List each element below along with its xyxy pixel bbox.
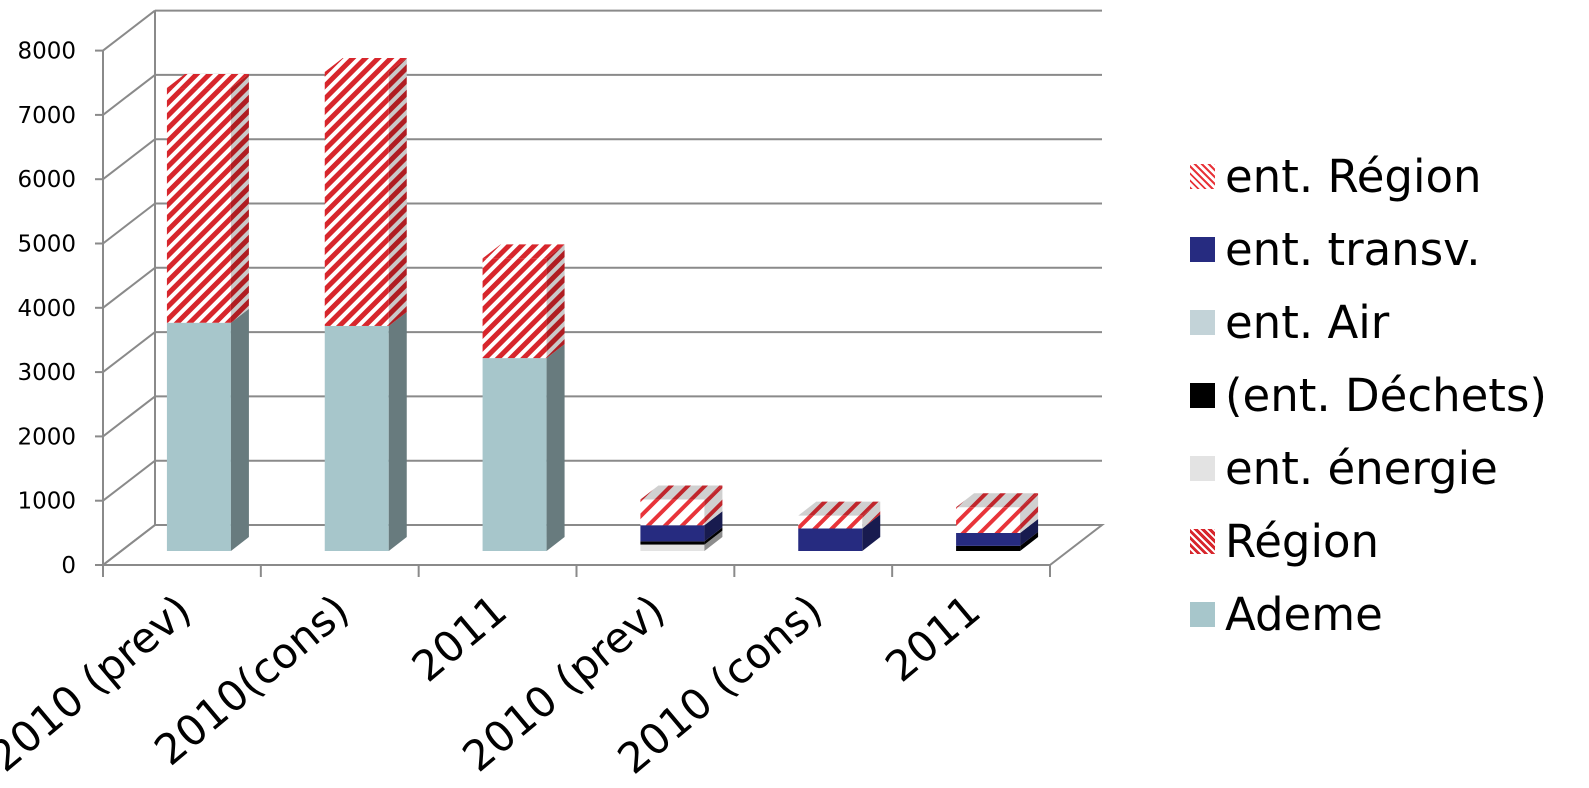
legend-item: Ademe [1190, 578, 1547, 651]
legend-label: ent. transv. [1225, 223, 1481, 276]
side-gridline [102, 202, 156, 245]
bar-segment-side [862, 501, 881, 529]
bar-segment-side [704, 485, 723, 526]
y-tick-label: 2000 [17, 424, 76, 450]
legend-swatch [1190, 529, 1215, 554]
bar-segment-front [956, 507, 1021, 533]
bar-segment-side [546, 344, 565, 551]
bar-segment-front [482, 258, 547, 359]
bar-segment-front [640, 525, 705, 542]
legend-swatch [1190, 602, 1215, 627]
bar-segment-side [388, 311, 407, 551]
chart-legend: ent. Région ent. transv. ent. Air (ent. Déc… [1190, 140, 1547, 651]
bar-segment-front [956, 545, 1021, 551]
legend-swatch [1190, 310, 1215, 335]
bar-top [482, 244, 565, 259]
bar-top [166, 74, 249, 89]
legend-label: Ademe [1225, 588, 1383, 641]
side-gridline [102, 267, 156, 309]
y-tick-label: 4000 [17, 296, 76, 322]
bar-segment-side [862, 514, 881, 551]
bar-segment-side [388, 57, 407, 326]
x-category-label: 2011 [403, 585, 516, 691]
legend-item: ent. Région [1190, 140, 1547, 213]
side-gridline [102, 459, 156, 502]
bar-top [798, 501, 881, 516]
y-tick-label: 8000 [17, 39, 76, 65]
bar-top [956, 493, 1039, 508]
legend-swatch [1190, 164, 1215, 189]
bar-segment-front [324, 325, 389, 551]
bar-segment-side [230, 308, 249, 551]
bar-segment-front [798, 528, 863, 551]
side-gridline [102, 138, 156, 180]
legend-swatch [1190, 383, 1215, 408]
y-tick-label: 5000 [17, 232, 76, 258]
legend-item: (ent. Déchets) [1190, 359, 1547, 432]
y-tick-label: 1000 [17, 489, 76, 515]
x-category-label: 2011 [876, 585, 989, 691]
bar-segment-side [704, 530, 723, 551]
legend-swatch [1190, 237, 1215, 262]
y-tick-label: 0 [61, 553, 76, 579]
legend-label: ent. Air [1225, 296, 1390, 349]
legend-label: ent. énergie [1225, 442, 1498, 495]
bar-segment-front [640, 499, 705, 526]
bar-segment-front [798, 515, 863, 529]
axis-layer [95, 49, 1051, 577]
bar-segment-front [166, 322, 231, 551]
side-gridline [102, 9, 156, 52]
side-gridline [102, 74, 156, 116]
legend-item: ent. énergie [1190, 432, 1547, 505]
y-tick-label: 7000 [17, 103, 76, 129]
bar-segment-front [166, 88, 231, 323]
y-tick-label: 6000 [17, 167, 76, 193]
bar-top [640, 485, 723, 500]
bar-segment-side [704, 511, 723, 542]
legend-label: ent. Région [1225, 150, 1482, 203]
bar-segment-front [640, 541, 705, 545]
bar-segment-front [640, 544, 705, 551]
y-tick-label: 3000 [17, 360, 76, 386]
side-gridline [102, 395, 156, 438]
bar-segment-side [546, 244, 565, 359]
bar-segment-side [1020, 518, 1039, 546]
legend-item: ent. transv. [1190, 213, 1547, 286]
bar-segment-front [956, 532, 1021, 546]
bar-segment-front [324, 71, 389, 326]
bar-segment-side [704, 527, 723, 545]
side-gridline [102, 331, 156, 373]
bar-segment-front [482, 358, 547, 551]
bars-layer [166, 57, 1039, 551]
grid-layer [100, 9, 1105, 566]
bar-segment-side [230, 74, 249, 323]
legend-item: ent. Air [1190, 286, 1547, 359]
legend-swatch [1190, 456, 1215, 481]
bar-top [324, 57, 407, 72]
legend-item: Région [1190, 505, 1547, 578]
bar-segment-side [1020, 493, 1039, 533]
legend-label: Région [1225, 515, 1380, 568]
chart-floor [100, 524, 1105, 566]
legend-label: (ent. Déchets) [1225, 369, 1547, 422]
bar-segment-side [1020, 531, 1039, 551]
